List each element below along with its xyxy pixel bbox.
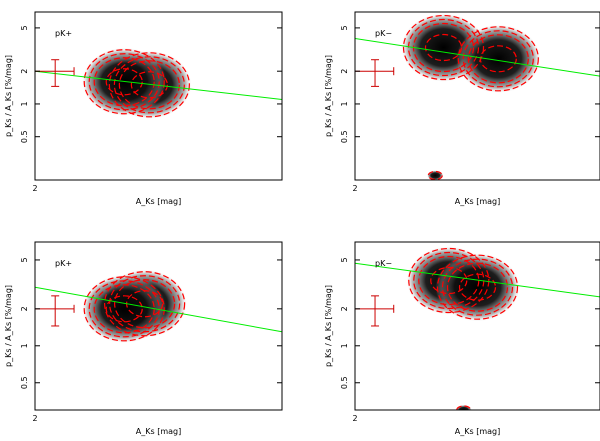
contour [446,262,509,312]
panel-label: pK+ [55,29,72,38]
fit-line [355,262,600,298]
plot-area [35,47,282,119]
contour [88,280,160,338]
x-axis-label: A_Ks [mag] [136,197,181,206]
x-tick-label: 2 [32,414,37,423]
contour [408,247,490,314]
contour [118,60,180,110]
y-axis-label: p_Ks / A_Ks [%/mag] [324,55,333,137]
contour [467,34,529,84]
y-axis-label: p_Ks / A_Ks [%/mag] [4,285,13,367]
plot-area [35,269,282,343]
axes-frame [34,241,283,411]
y-tick-label: 5 [340,257,349,262]
contour [113,56,185,114]
y-tick-label: 0.5 [340,130,349,143]
panel-label: pK− [375,29,392,38]
x-tick-label: 2 [32,184,37,193]
contour [457,26,539,92]
y-tick-label: 2 [20,69,29,74]
plot-area [355,13,600,180]
contour [105,295,143,323]
x-tick-label: 2 [352,184,357,193]
contour [83,49,165,115]
x-axis-label: A_Ks [mag] [455,197,500,206]
y-tick-label: 2 [340,306,349,311]
contour [407,18,480,77]
density-blob [427,170,444,180]
contour [93,57,155,107]
contour [479,45,517,73]
contour [105,68,143,96]
axes-frame [354,11,600,181]
contour [83,276,165,342]
contour [427,170,443,180]
x-axis-label: A_Ks [mag] [136,427,181,436]
x-axis-label: A_Ks [mag] [455,427,500,436]
y-axis-label: p_Ks / A_Ks [%/mag] [324,285,333,367]
contour [458,273,497,301]
x-tick-label: 2 [352,414,357,423]
y-tick-label: 1 [20,101,29,106]
contour [130,71,168,99]
y-tick-label: 5 [20,25,29,30]
axes-frame [354,241,600,411]
contour [88,53,160,111]
fit-line [355,37,600,77]
contour [430,266,468,295]
contour [108,52,190,118]
contour [462,30,534,88]
fit-line [35,286,282,333]
y-tick-label: 1 [340,343,349,348]
y-tick-label: 2 [20,306,29,311]
y-tick-label: 1 [340,101,349,106]
y-tick-label: 0.5 [340,376,349,389]
contour [104,271,186,337]
y-tick-label: 5 [340,25,349,30]
contour [441,258,514,316]
y-tick-label: 2 [340,69,349,74]
y-tick-label: 1 [20,343,29,348]
y-tick-label: 5 [20,257,29,262]
axes-frame [34,11,283,181]
contour [436,254,519,320]
panel-label: pK− [375,259,392,268]
plot-area [355,246,600,410]
panel-label: pK+ [55,259,72,268]
y-tick-label: 0.5 [20,376,29,389]
contour [114,279,176,329]
contour [402,14,485,81]
fit-line [35,70,282,100]
y-axis-label: p_Ks / A_Ks [%/mag] [4,55,13,137]
y-tick-label: 0.5 [20,130,29,143]
contour [424,33,463,62]
